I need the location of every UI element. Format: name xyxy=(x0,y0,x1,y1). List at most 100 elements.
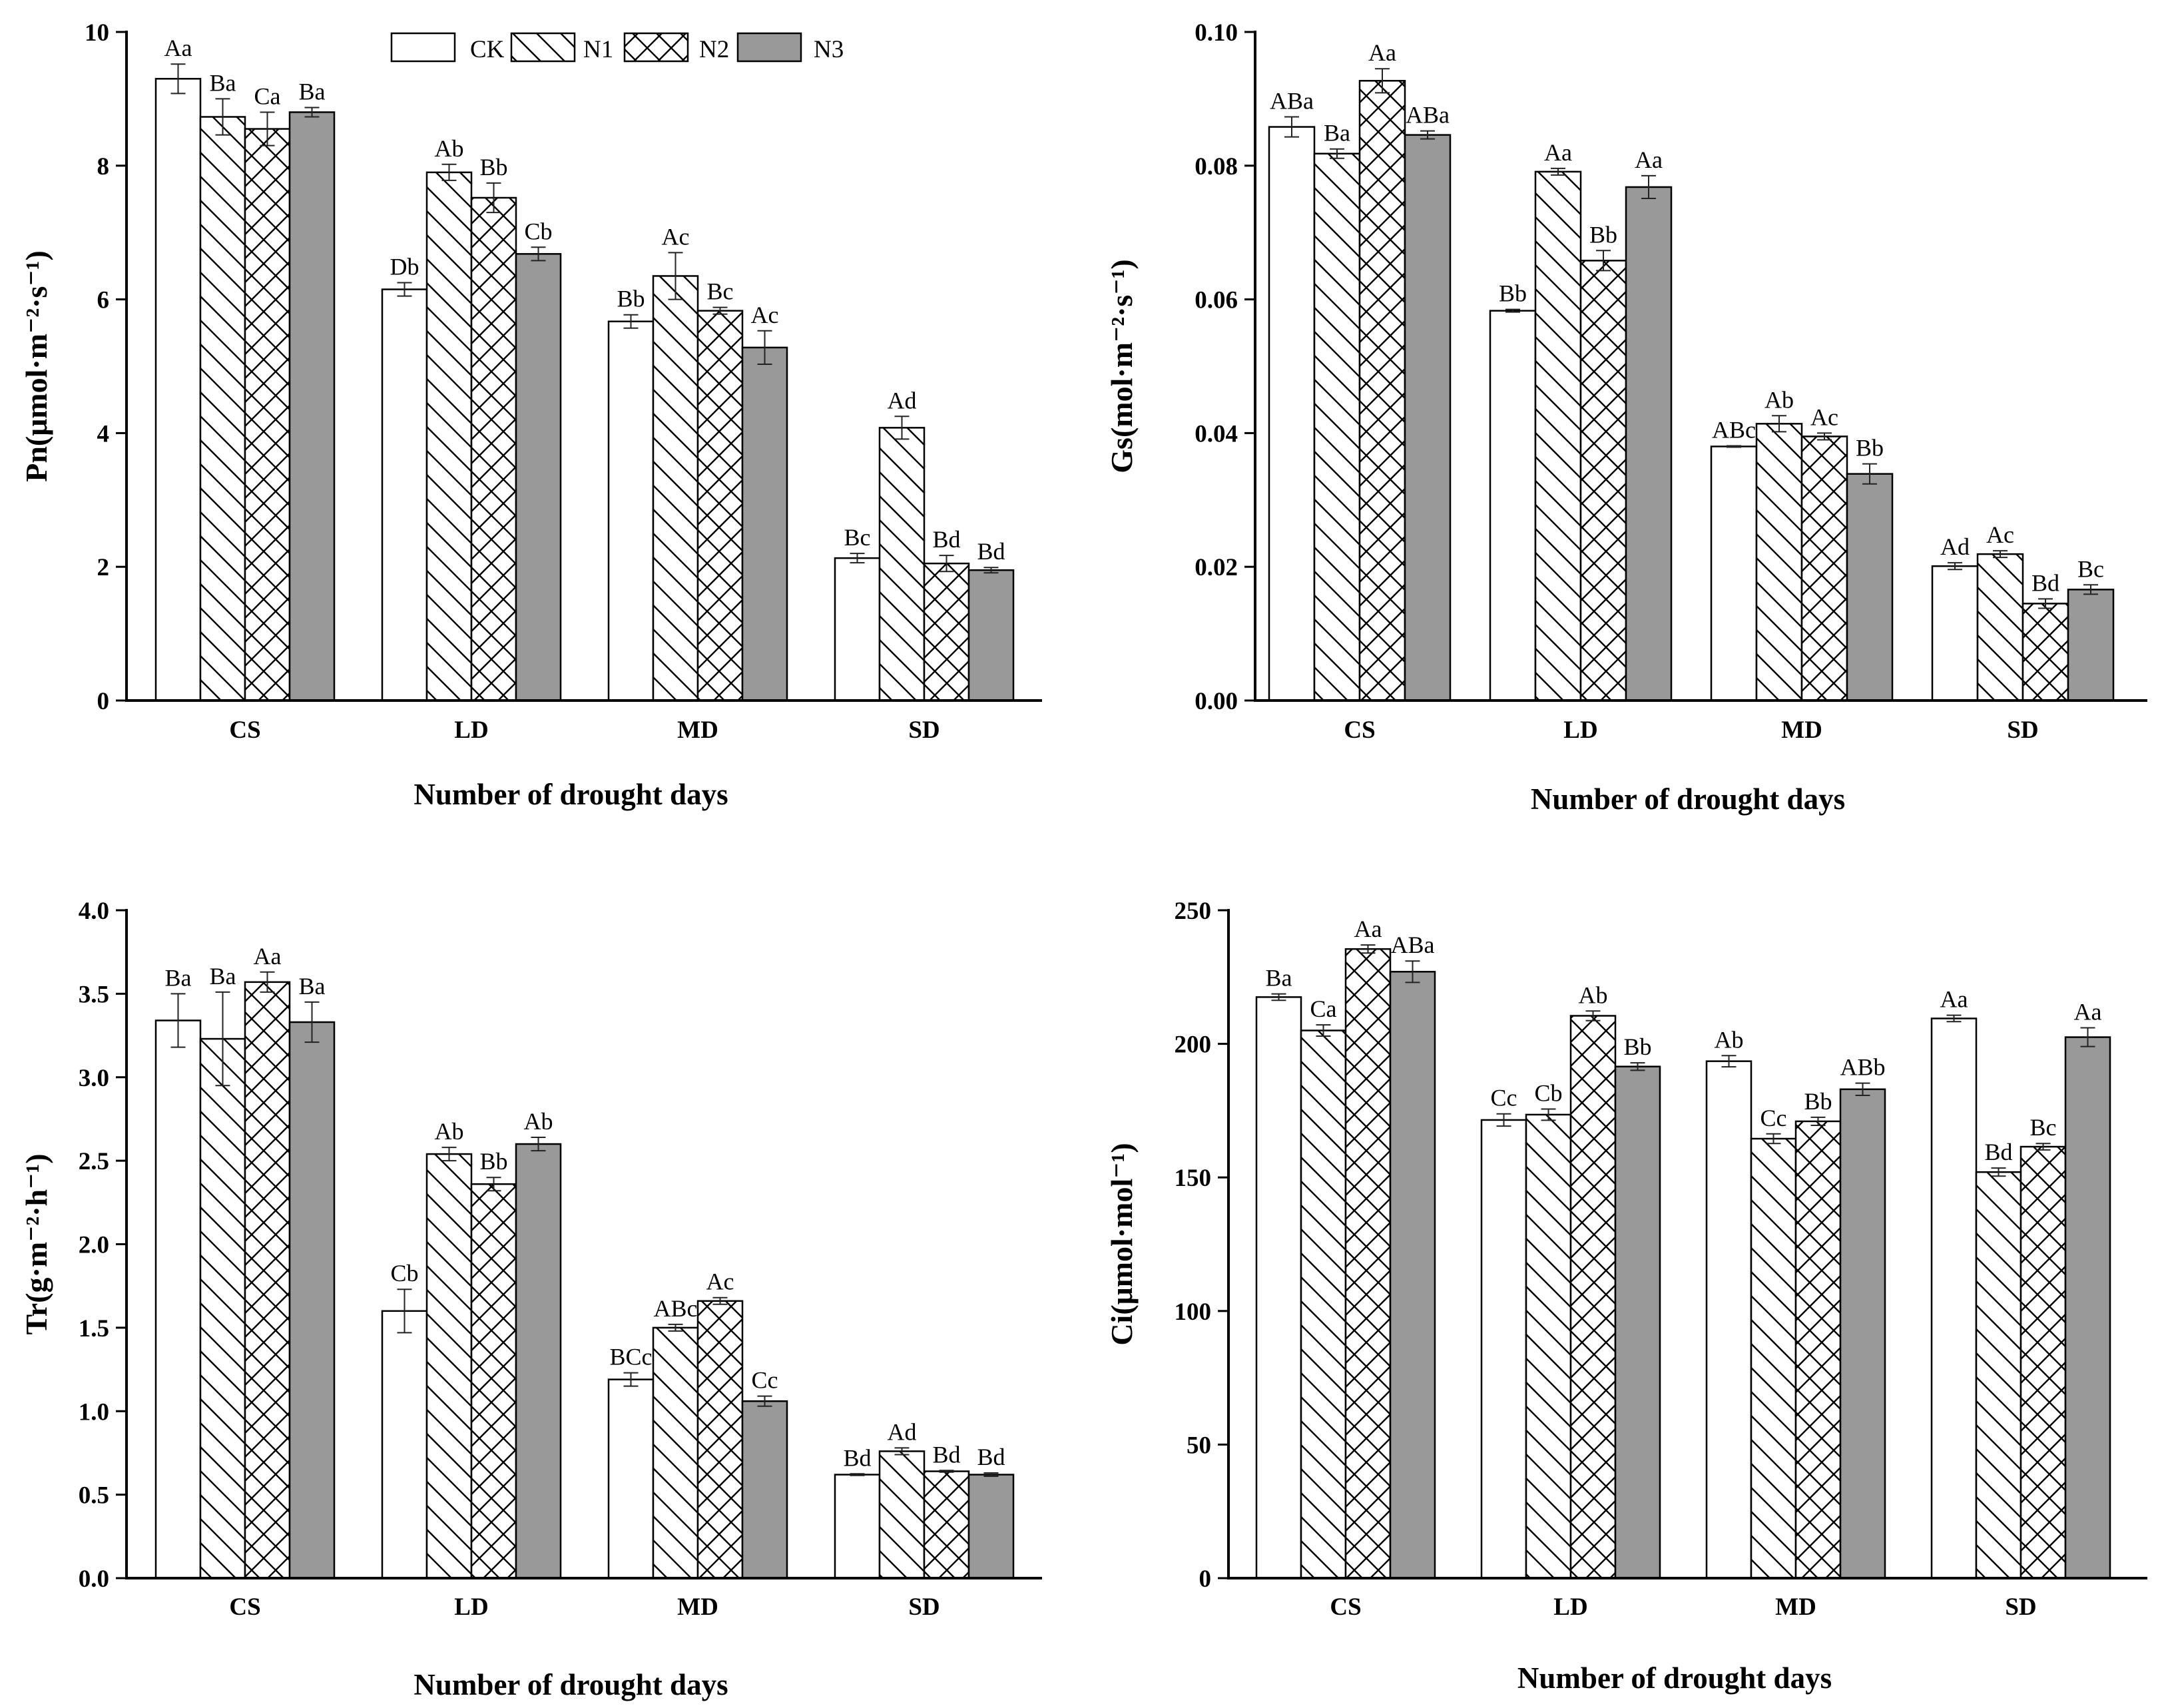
sig-label-pn-cs-ck: Aa xyxy=(164,35,192,61)
error-bar-ci-ld-ck xyxy=(1496,1113,1511,1127)
error-bar-ci-md-ck xyxy=(1721,1055,1737,1068)
error-bar-pn-ld-n3 xyxy=(531,246,546,262)
gs-chart: 0.00 0.02 0.04 0.06 0.08 0.10 ABa Ba Aa ABa CS Bb Aa… xyxy=(1105,19,2147,816)
error-bar-pn-ld-ck xyxy=(397,282,412,297)
x-tick-label-pn-sd: SD xyxy=(908,716,940,744)
error-bar-pn-cs-ck xyxy=(170,63,186,95)
legend-item-n3: N3 xyxy=(736,32,844,63)
y-tick-label-gs-2: 0.04 xyxy=(1195,420,1238,447)
bar-tr-md-n1 xyxy=(652,1326,699,1579)
sig-label-gs-md-n2: Ac xyxy=(1810,404,1838,430)
error-bar-pn-md-n2 xyxy=(712,306,728,315)
bar-pn-ld-n3 xyxy=(515,253,562,702)
x-tick-label-tr-cs: CS xyxy=(229,1593,260,1621)
y-tick-label-pn-1: 2 xyxy=(97,554,110,581)
y-tick-label-tr-7: 3.5 xyxy=(79,981,109,1008)
sig-label-pn-cs-n1: Ba xyxy=(210,69,236,96)
error-bar-tr-md-n3 xyxy=(757,1395,772,1407)
sig-label-gs-md-n1: Ab xyxy=(1764,386,1794,413)
error-bar-gs-ld-n2 xyxy=(1596,250,1611,272)
x-tick-label-ci-md: MD xyxy=(1775,1593,1816,1621)
sig-label-gs-ld-n1: Aa xyxy=(1544,139,1572,166)
sig-label-tr-cs-n1: Ba xyxy=(210,963,236,990)
sig-label-tr-cs-n2: Aa xyxy=(254,943,282,970)
error-bar-pn-ld-n1 xyxy=(441,163,457,181)
legend-item-n1: N1 xyxy=(510,32,613,63)
bar-ci-sd-ck xyxy=(1930,1017,1978,1579)
error-bar-gs-ld-n1 xyxy=(1551,167,1565,176)
sig-label-gs-cs-n2: Aa xyxy=(1368,39,1396,66)
error-bar-gs-cs-ck xyxy=(1284,116,1299,138)
sig-label-tr-md-n1: ABc xyxy=(654,1295,698,1322)
bar-tr-md-ck xyxy=(607,1378,655,1579)
y-tick-label-gs-1: 0.02 xyxy=(1195,554,1238,581)
bar-gs-cs-n2 xyxy=(1358,80,1406,702)
error-bar-gs-sd-ck xyxy=(1948,562,1962,571)
bar-pn-cs-n1 xyxy=(199,116,246,702)
sig-label-tr-md-n3: Cc xyxy=(752,1367,778,1394)
error-bar-ci-ld-n1 xyxy=(1541,1108,1556,1121)
error-bar-ci-md-n3 xyxy=(1855,1082,1870,1097)
sig-label-ci-md-n3: ABb xyxy=(1840,1054,1885,1081)
error-bar-tr-cs-n2 xyxy=(260,971,275,993)
error-bar-ci-cs-n2 xyxy=(1360,944,1376,954)
y-tick-label-tr-3: 1.5 xyxy=(79,1315,109,1342)
bar-gs-sd-ck xyxy=(1931,565,1979,702)
error-bar-ci-ld-n2 xyxy=(1585,1010,1601,1021)
error-bar-tr-md-n2 xyxy=(712,1296,728,1305)
x-tick-label-tr-ld: LD xyxy=(454,1593,488,1621)
bar-pn-ld-n2 xyxy=(470,196,517,702)
y-tick-label-tr-8: 4.0 xyxy=(79,898,109,925)
bar-ci-cs-ck xyxy=(1255,996,1302,1579)
sig-label-ci-cs-ck: Ba xyxy=(1266,965,1292,992)
sig-label-ci-ld-n1: Cb xyxy=(1534,1079,1562,1106)
bar-gs-ld-n1 xyxy=(1534,170,1582,702)
bar-pn-sd-n1 xyxy=(878,427,926,702)
error-bar-ci-sd-n2 xyxy=(2035,1143,2051,1151)
bar-tr-cs-n3 xyxy=(288,1021,336,1579)
error-bar-gs-md-n3 xyxy=(1862,463,1877,485)
error-bar-pn-cs-n2 xyxy=(260,111,275,146)
error-bar-gs-md-ck xyxy=(1727,445,1741,448)
x-tick-label-pn-ld: LD xyxy=(454,716,488,744)
x-tick-label-pn-md: MD xyxy=(677,716,718,744)
sig-label-gs-md-n3: Bb xyxy=(1856,435,1884,461)
x-axis-title-gs: Number of drought days xyxy=(1531,782,1845,816)
x-axis-title-pn: Number of drought days xyxy=(413,778,728,811)
bar-gs-cs-n1 xyxy=(1313,152,1361,702)
bar-gs-md-n3 xyxy=(1846,473,1894,702)
error-bar-tr-sd-n3 xyxy=(983,1472,999,1478)
bar-tr-sd-n1 xyxy=(878,1450,926,1579)
error-bar-gs-sd-n2 xyxy=(2038,598,2053,609)
legend-label-n3: N3 xyxy=(814,36,844,63)
bar-ci-cs-n1 xyxy=(1300,1029,1347,1579)
error-bar-ci-cs-ck xyxy=(1271,993,1286,1001)
bar-ci-md-n3 xyxy=(1839,1088,1886,1579)
error-bar-gs-md-n1 xyxy=(1772,415,1786,433)
sig-label-tr-ld-n2: Bb xyxy=(479,1148,507,1175)
bar-pn-md-n1 xyxy=(652,275,699,702)
sig-label-gs-sd-n1: Ac xyxy=(1986,521,2014,548)
bar-tr-cs-n1 xyxy=(199,1037,246,1579)
x-tick-label-ci-ld: LD xyxy=(1553,1593,1587,1621)
error-bar-tr-cs-n3 xyxy=(304,1001,320,1043)
bar-gs-md-n2 xyxy=(1800,435,1848,702)
error-bar-tr-ld-ck xyxy=(397,1288,412,1334)
error-bar-tr-cs-ck xyxy=(170,993,186,1048)
error-bar-tr-ld-n3 xyxy=(531,1137,546,1152)
bar-ci-md-n1 xyxy=(1750,1137,1797,1579)
legend-swatch-n3 xyxy=(736,32,802,63)
y-tick-label-pn-0: 0 xyxy=(97,688,110,715)
sig-label-gs-ld-n3: Aa xyxy=(1635,146,1663,173)
sig-label-pn-sd-n1: Ad xyxy=(888,387,917,414)
bar-tr-ld-ck xyxy=(381,1310,428,1579)
bar-gs-ld-n2 xyxy=(1579,260,1627,702)
bar-gs-sd-n1 xyxy=(1976,553,2024,702)
x-tick-label-gs-sd: SD xyxy=(2007,716,2038,744)
bar-ci-md-ck xyxy=(1705,1060,1753,1579)
bar-pn-cs-n2 xyxy=(244,128,291,702)
bar-ci-ld-n3 xyxy=(1614,1065,1661,1579)
legend-item-ck: CK xyxy=(390,32,505,63)
legend-label-ck: CK xyxy=(470,36,505,63)
